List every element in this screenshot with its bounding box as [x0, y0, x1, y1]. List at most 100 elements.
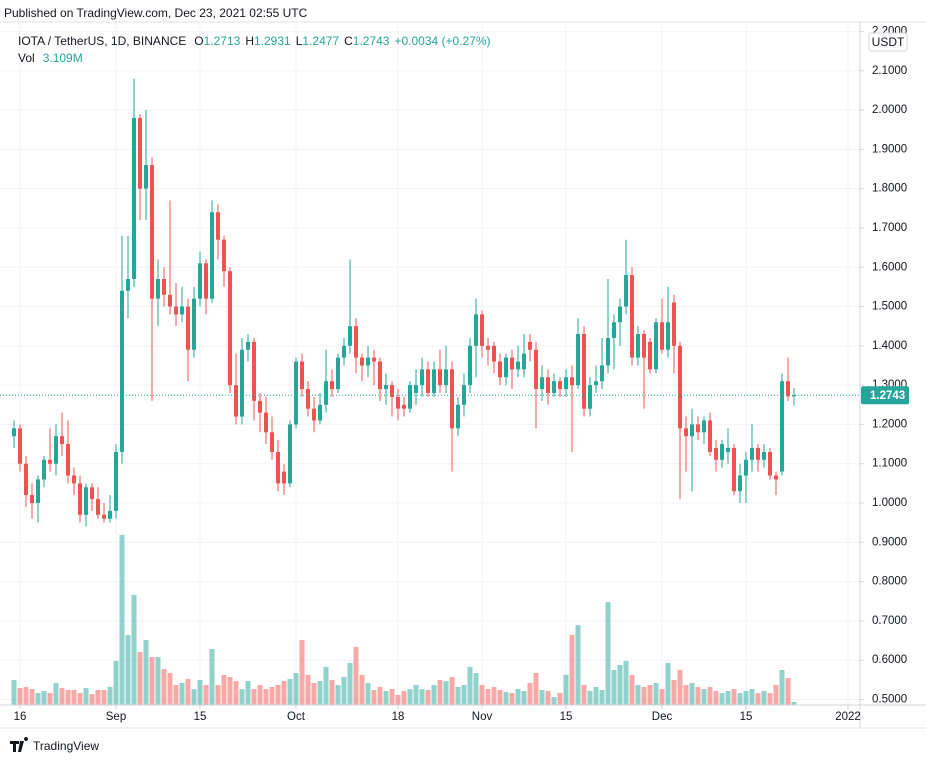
candle-body	[468, 345, 472, 386]
volume-bar	[77, 693, 83, 705]
volume-bar	[371, 690, 377, 705]
volume-bar	[581, 685, 587, 705]
currency[interactable]: USDT	[872, 35, 905, 49]
candle-body	[618, 306, 622, 323]
candle-body	[516, 361, 520, 370]
candle-body	[720, 444, 724, 460]
volume-bar	[185, 679, 191, 705]
volume-bar	[11, 680, 17, 705]
candle-body	[336, 357, 340, 390]
volume-bar	[197, 680, 203, 705]
candle-body	[576, 334, 580, 386]
x-tick-label: Nov	[472, 711, 493, 723]
candle-body	[366, 357, 370, 366]
candle-body	[312, 408, 316, 421]
y-tick-label: 2.0000	[872, 104, 907, 116]
volume-bar	[119, 535, 125, 705]
volume-bar	[215, 685, 221, 705]
volume-bar	[725, 691, 731, 705]
volume-bar	[509, 693, 515, 705]
candle-body	[732, 447, 736, 492]
volume-bar	[29, 689, 35, 705]
volume-bar	[467, 667, 473, 705]
candle-body	[246, 341, 250, 350]
x-tick-label: 2022	[835, 711, 861, 723]
last-price-box	[861, 386, 909, 405]
candle-body	[180, 306, 184, 315]
published-note: Published on TradingView.com, Dec 23, 20…	[4, 6, 308, 20]
candle-body	[306, 389, 310, 409]
volume-bar	[707, 687, 713, 705]
candle-body	[288, 424, 292, 484]
x-tick-label: Sep	[106, 711, 126, 723]
volume-bar	[359, 675, 365, 705]
volume-bar	[791, 701, 797, 705]
candle-body	[270, 432, 274, 452]
candle-body	[624, 275, 628, 307]
candle-body	[696, 424, 700, 433]
y-tick-label: 1.6000	[872, 261, 907, 273]
volume-bar	[515, 689, 521, 705]
volume-bar	[71, 690, 77, 705]
candle-body	[660, 322, 664, 350]
candle-body	[186, 306, 190, 350]
candle-body	[24, 463, 28, 496]
volume-bar	[599, 690, 605, 705]
volume-bar	[593, 687, 599, 705]
volume-bar	[659, 689, 665, 705]
volume-bar	[479, 685, 485, 705]
candle-body	[444, 369, 448, 386]
ohlc-value: 1.2713	[204, 34, 241, 48]
volume-bar	[107, 687, 113, 705]
y-tick-label: 0.5000	[872, 694, 907, 706]
candle-body	[540, 377, 544, 390]
x-tick-label: 15	[194, 711, 207, 723]
volume-bar	[761, 691, 767, 705]
candle-body	[102, 514, 106, 519]
candle-body	[492, 345, 496, 362]
candle-body	[30, 495, 34, 504]
legend-row: IOTA / TetherUS, 1D, BINANCE O1.2713 H1.29…	[18, 34, 491, 48]
y-tick-label: 1.2000	[872, 418, 907, 430]
candle-body	[126, 279, 130, 291]
candle-body	[360, 357, 364, 366]
symbol: IOTA / TetherUS, 1D, BINANCE	[18, 34, 186, 48]
candle-body	[240, 349, 244, 417]
price-axis: 0.5000 0.6000 0.7000 0.8000 0.9000 1.0000 1.10…	[860, 25, 907, 705]
volume-bar	[737, 693, 743, 705]
volume-bar	[455, 687, 461, 705]
volume-bar	[227, 677, 233, 705]
candle-body	[678, 345, 682, 429]
candle-body	[762, 451, 766, 460]
volume-bar	[17, 688, 23, 705]
volume-bar	[281, 681, 287, 705]
volume-bar	[383, 691, 389, 705]
volume-pane	[11, 535, 797, 705]
ohlc-value: 1.2477	[302, 34, 339, 48]
volume-bar	[401, 691, 407, 705]
candle-body	[390, 385, 394, 397]
footer-logo	[10, 737, 29, 752]
y-tick-label: 1.4000	[872, 340, 907, 352]
candle-body	[138, 117, 142, 189]
ohlc-value: 1.2743	[353, 34, 390, 48]
volume-bar	[263, 689, 269, 705]
candle-body	[558, 381, 562, 390]
x-tick-label: Oct	[287, 711, 306, 723]
currency-box[interactable]	[868, 32, 908, 52]
candle-body	[600, 365, 604, 382]
legend-row: Vol 3.109M	[18, 51, 83, 65]
volume-bar	[731, 689, 737, 705]
volume-bar	[239, 689, 245, 705]
volume-bar	[551, 697, 557, 705]
candle-body	[216, 212, 220, 240]
volume-bar	[689, 683, 695, 705]
candle-body	[228, 271, 232, 386]
candle-body	[96, 499, 100, 515]
candle-body	[504, 357, 508, 378]
candle-body	[744, 459, 748, 476]
candle-body	[324, 381, 328, 405]
volume-bar	[323, 667, 329, 705]
y-tick-label: 1.1000	[872, 458, 907, 470]
candle-body	[234, 385, 238, 417]
